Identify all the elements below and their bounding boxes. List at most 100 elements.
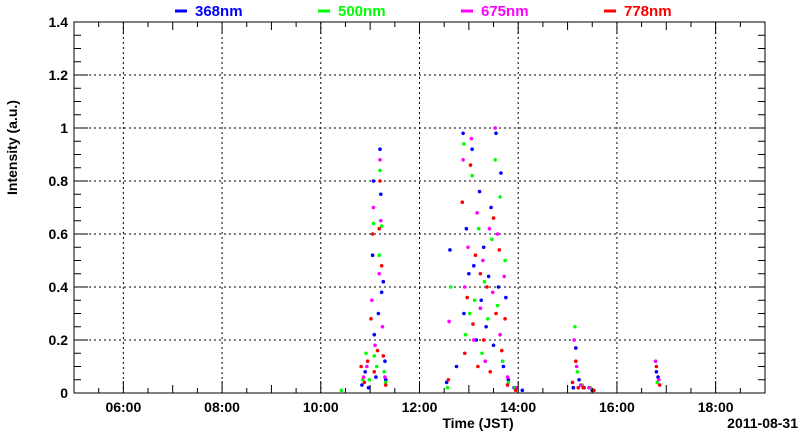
data-point [576, 385, 581, 390]
data-point [481, 258, 485, 263]
data-point [505, 383, 510, 387]
data-point [502, 274, 507, 279]
data-point [654, 370, 659, 374]
data-point [379, 192, 383, 197]
data-point [462, 285, 467, 289]
data-point [481, 338, 486, 342]
data-point [577, 377, 581, 382]
data-point [573, 359, 578, 364]
data-point [490, 237, 494, 242]
data-point [364, 351, 368, 356]
data-point [493, 126, 497, 130]
data-point [498, 332, 502, 337]
data-point [501, 364, 506, 369]
data-point [581, 385, 586, 390]
data-point [574, 364, 579, 369]
data-point [383, 375, 387, 379]
data-point [361, 375, 366, 379]
data-point [504, 295, 508, 300]
data-point [376, 311, 381, 316]
grid-lines [74, 22, 765, 393]
data-point [471, 264, 476, 268]
data-point [374, 364, 379, 369]
data-point [472, 298, 477, 303]
data-point [375, 348, 380, 353]
y-tick-label: 0.2 [49, 332, 69, 348]
series-675nm [361, 126, 661, 390]
data-point [497, 248, 502, 252]
data-point [485, 317, 490, 321]
data-point [485, 285, 489, 289]
data-point [377, 271, 381, 276]
data-point [499, 348, 504, 353]
x-axis-title: Time (JST) [442, 415, 513, 431]
data-point [448, 285, 453, 289]
data-point [379, 290, 384, 295]
data-point [495, 232, 500, 236]
data-point [445, 385, 450, 390]
data-point [339, 388, 344, 393]
y-tick-label: 0.6 [49, 226, 69, 242]
data-point [520, 388, 525, 393]
x-tick-label: 08:00 [204, 399, 240, 415]
data-point [481, 245, 486, 250]
data-point [496, 285, 501, 289]
data-point [499, 171, 503, 175]
data-point [374, 375, 378, 379]
data-point [378, 147, 382, 151]
data-point [494, 311, 498, 316]
data-point [370, 253, 375, 257]
data-point [473, 253, 478, 257]
data-point [365, 359, 370, 364]
data-point [461, 131, 465, 136]
legend-label: 675nm [481, 3, 529, 20]
data-point [363, 370, 368, 374]
data-point [570, 380, 575, 385]
data-point [379, 218, 383, 223]
x-tick-label: 18:00 [698, 399, 734, 415]
data-point [494, 131, 498, 136]
data-point [446, 377, 451, 382]
data-point [447, 319, 451, 324]
data-point [462, 142, 466, 146]
x-tick-label: 12:00 [402, 399, 438, 415]
data-point [503, 258, 507, 263]
data-point [448, 248, 452, 252]
data-point [461, 158, 465, 162]
data-point [470, 147, 474, 151]
legend-label: 778nm [624, 3, 672, 20]
data-point [373, 343, 377, 348]
data-point [362, 380, 367, 385]
data-point [482, 279, 487, 284]
y-axis-title: Intensity (a.u.) [4, 100, 20, 195]
data-point [469, 136, 474, 141]
data-point [360, 383, 364, 387]
data-point [460, 200, 465, 204]
data-point [382, 370, 386, 374]
legend-label: 368nm [195, 3, 243, 20]
data-point [379, 224, 384, 228]
data-point [466, 245, 470, 250]
data-point [495, 303, 500, 308]
data-point [366, 385, 371, 390]
data-point [474, 338, 479, 342]
data-point [379, 264, 384, 268]
data-point [365, 364, 369, 369]
data-point [444, 380, 449, 385]
y-tick-label: 1.2 [49, 67, 69, 83]
data-point [383, 380, 388, 385]
data-point [654, 364, 659, 369]
data-point [378, 179, 382, 183]
data-point [488, 370, 493, 374]
data-point [470, 173, 474, 178]
data-point [489, 205, 493, 210]
axis-ticks [73, 21, 766, 394]
data-point [467, 271, 471, 276]
x-tick-label: 14:00 [500, 399, 536, 415]
data-point [372, 370, 377, 374]
data-point [377, 226, 381, 231]
data-point [513, 388, 518, 393]
data-point [372, 354, 377, 358]
data-point [575, 370, 580, 374]
